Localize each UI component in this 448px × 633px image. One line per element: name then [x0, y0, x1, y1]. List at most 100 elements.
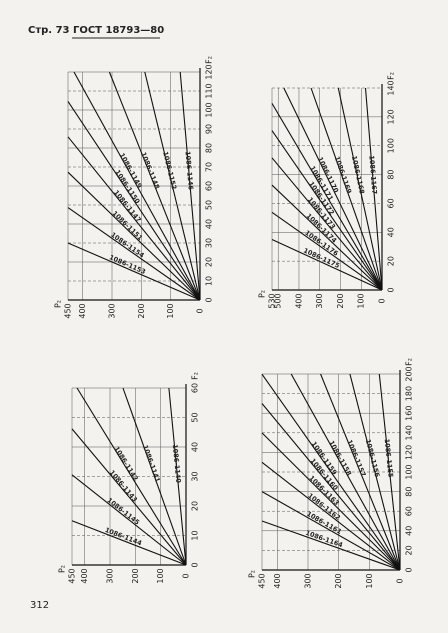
f-tick-label: 180 [405, 386, 414, 401]
p-tick-label: 300 [315, 293, 324, 308]
f-tick-label: 80 [205, 143, 214, 153]
curve-line [76, 387, 187, 566]
curve-line [168, 387, 187, 566]
p-tick-label: 200 [336, 293, 345, 308]
f-tick-label: 10 [191, 530, 200, 540]
p-tick-label: 450 [258, 573, 267, 588]
p-tick-label: 300 [108, 303, 117, 318]
line-label: 1086-1140 [171, 444, 183, 484]
curve-line [67, 242, 201, 301]
p-tick-label: 200 [131, 568, 140, 583]
p-tick-label: 530 [268, 293, 277, 308]
curve-line [261, 491, 401, 571]
curve-line [71, 474, 187, 566]
f-tick-label: 160 [405, 406, 414, 421]
p-tick-label: 0 [378, 298, 387, 303]
curve-line [122, 387, 187, 566]
f-tick-label: 90 [205, 124, 214, 134]
p-tick-label: 500 [274, 293, 283, 308]
p-tick-label: 100 [156, 568, 165, 583]
f-tick-label: 20 [387, 256, 396, 266]
curve-line [73, 71, 201, 301]
p-tick-label: 100 [365, 573, 374, 588]
curve-line [67, 101, 201, 301]
f-tick-label: 140 [387, 80, 396, 95]
f-tick-label: 80 [387, 169, 396, 179]
curve-line [349, 373, 401, 571]
curve-line [378, 373, 401, 571]
f-tick-label: 40 [405, 526, 414, 536]
curve-line [283, 87, 383, 291]
f-tick-label: 20 [191, 501, 200, 511]
curve-line [310, 87, 383, 291]
curve-line [108, 71, 201, 301]
curve-line [271, 157, 383, 291]
p-axis-label: P₂ [58, 565, 67, 573]
curve-line [271, 211, 383, 291]
curve-line [261, 520, 401, 571]
f-tick-label: 50 [205, 200, 214, 210]
f-tick-label: 100 [205, 102, 214, 117]
curve-line [261, 373, 401, 571]
p-tick-label: 300 [106, 568, 115, 583]
curve-line [261, 432, 401, 571]
f-tick-label: 0 [405, 567, 414, 572]
p-axis-label: P₂ [248, 570, 257, 578]
curve-line [261, 403, 401, 571]
curve-line [364, 87, 383, 291]
p-tick-label: 450 [68, 568, 77, 583]
f-tick-label: 0 [387, 287, 396, 292]
f-tick-label: 10 [205, 276, 214, 286]
f-axis-label: F₂ [191, 372, 200, 380]
f-tick-label: 120 [205, 64, 214, 79]
f-tick-label: 110 [205, 83, 214, 98]
curve-line [290, 373, 401, 571]
f-tick-label: 60 [405, 506, 414, 516]
curve-line [261, 461, 401, 571]
f-tick-label: 20 [405, 545, 414, 555]
p-tick-label: 0 [396, 578, 405, 583]
f-tick-label: 60 [191, 383, 200, 393]
p-tick-label: 0 [182, 573, 191, 578]
p-axis-label: P₂ [258, 290, 267, 298]
f-tick-label: 60 [205, 181, 214, 191]
f-tick-label: 40 [387, 227, 396, 237]
curve-line [271, 184, 383, 291]
curve-line [271, 239, 383, 291]
f-tick-label: 200 [405, 366, 414, 381]
f-axis-label: F₂ [405, 358, 414, 366]
f-tick-label: 30 [205, 238, 214, 248]
p-tick-label: 300 [304, 573, 313, 588]
curve-line [144, 71, 201, 301]
f-tick-label: 0 [205, 297, 214, 302]
curve-line [320, 373, 401, 571]
f-tick-label: 60 [387, 198, 396, 208]
f-tick-label: 50 [191, 412, 200, 422]
page-number: 312 [30, 600, 49, 611]
p-tick-label: 400 [80, 568, 89, 583]
f-tick-label: 140 [405, 425, 414, 440]
p-axis-label: P₂ [54, 300, 63, 308]
curve-line [337, 87, 383, 291]
f-tick-label: 100 [405, 464, 414, 479]
f-tick-label: 120 [387, 109, 396, 124]
p-tick-label: 200 [334, 573, 343, 588]
line-label: 1086-1146 [183, 151, 194, 191]
p-tick-label: 100 [357, 293, 366, 308]
f-tick-label: 0 [191, 562, 200, 567]
f-tick-label: 70 [205, 162, 214, 172]
p-tick-label: 400 [273, 573, 282, 588]
curve-line [179, 71, 201, 301]
curve-line [67, 136, 201, 301]
curve-line [67, 171, 201, 301]
p-tick-label: 400 [78, 303, 87, 318]
f-tick-label: 120 [405, 445, 414, 460]
f-tick-label: 40 [205, 219, 214, 229]
curve-line [71, 428, 187, 566]
f-tick-label: 80 [405, 487, 414, 497]
p-tick-label: 200 [137, 303, 146, 318]
f-tick-label: 100 [387, 138, 396, 153]
curve-line [271, 130, 383, 291]
